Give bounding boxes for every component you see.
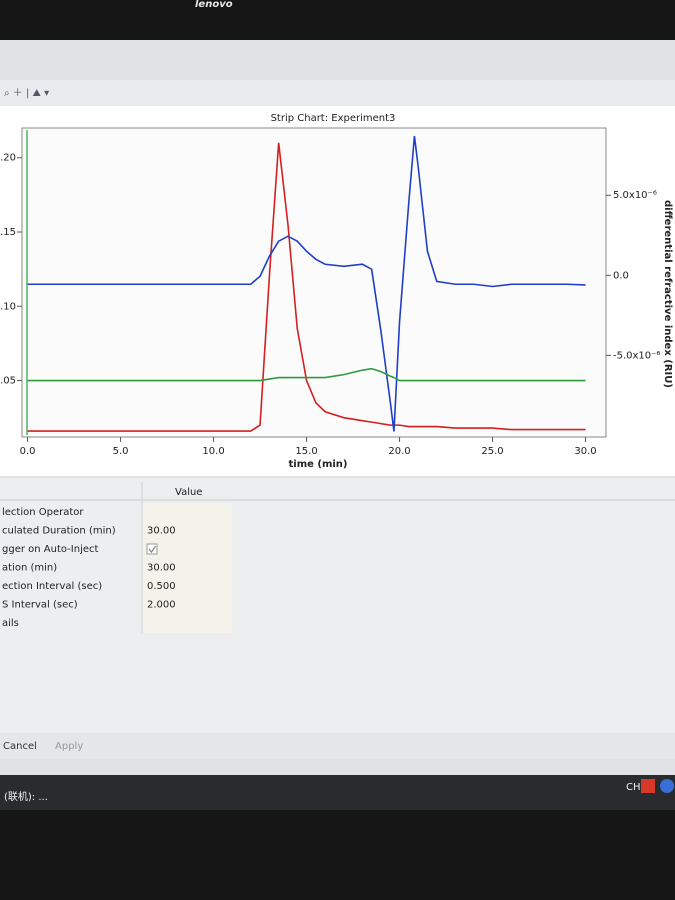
property-value: 2.000 — [147, 600, 176, 611]
y2-axis-label: differential refractive index (RIU) — [662, 200, 673, 388]
input-language[interactable]: CH — [626, 782, 641, 793]
y2-tick-label: 0.0 — [613, 270, 629, 281]
properties-panel — [0, 478, 675, 733]
series-line — [27, 142, 586, 432]
checkmark — [148, 545, 157, 554]
x-tick-label: 0.0 — [20, 446, 36, 457]
y-tick-label: 0.10 — [0, 301, 16, 312]
y2-tick-label: -5.0x10⁻⁶ — [613, 350, 660, 361]
property-name: gger on Auto-Inject — [2, 544, 99, 555]
property-name: ation (min) — [2, 563, 57, 574]
series-line — [27, 367, 586, 382]
y-tick-label: 0.05 — [0, 376, 16, 387]
x-tick-label: 20.0 — [388, 446, 410, 457]
property-name: ection Interval (sec) — [2, 581, 102, 592]
property-value: 30.00 — [147, 526, 176, 537]
button[interactable]: Cancel — [3, 741, 37, 752]
tray-help[interactable] — [660, 779, 674, 793]
property-name: S Interval (sec) — [2, 600, 78, 611]
x-tick-label: 25.0 — [481, 446, 503, 457]
checkbox[interactable] — [146, 543, 158, 555]
tray-icon[interactable] — [641, 779, 655, 793]
chart-title: Strip Chart: Experiment3 — [271, 113, 396, 124]
y2-tick-label: 5.0x10⁻⁶ — [613, 190, 657, 201]
taskbar-item[interactable]: (联机): ... — [4, 790, 48, 803]
x-tick-label: 10.0 — [202, 446, 224, 457]
value-column — [142, 503, 232, 633]
table-header: Value — [175, 487, 202, 498]
button[interactable]: Apply — [55, 741, 83, 752]
x-axis-label: time (min) — [289, 459, 348, 470]
toolbar — [0, 80, 675, 106]
x-tick-label: 15.0 — [295, 446, 317, 457]
button-bar — [0, 733, 675, 759]
plot-area — [21, 127, 607, 438]
toolbar-icons[interactable]: ⌕ ＋ | ⛰ ▾ — [4, 88, 49, 99]
y-tick-label: 0.20 — [0, 153, 16, 164]
property-name: lection Operator — [2, 507, 84, 518]
property-name: culated Duration (min) — [2, 526, 116, 537]
series-line — [27, 135, 586, 432]
taskbar — [0, 775, 675, 810]
x-tick-label: 5.0 — [113, 446, 129, 457]
x-tick-label: 30.0 — [574, 446, 596, 457]
property-name: ails — [2, 618, 19, 629]
property-value: 30.00 — [147, 563, 176, 574]
property-value: 0.500 — [147, 581, 176, 592]
y-tick-label: 0.15 — [0, 227, 16, 238]
brand: lenovo — [195, 0, 233, 10]
